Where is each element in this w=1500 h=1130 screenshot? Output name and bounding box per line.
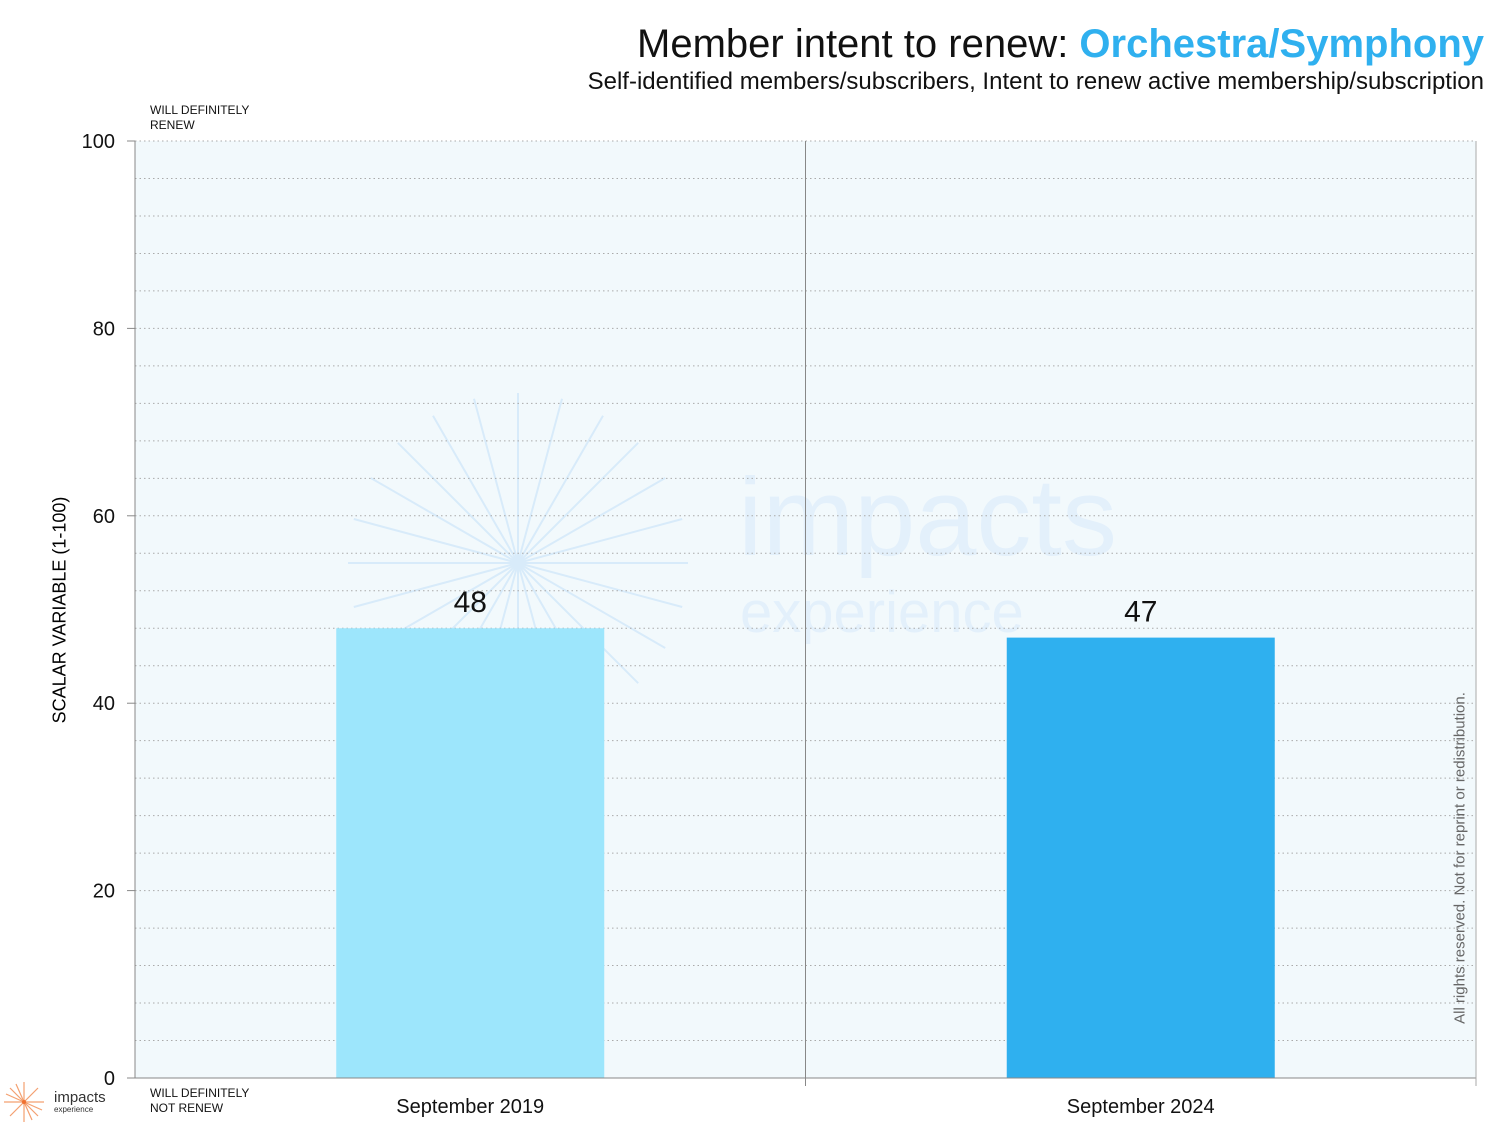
x-tick-label: September 2024 <box>1067 1096 1215 1118</box>
data-label: 48 <box>454 586 487 619</box>
svg-text:experience: experience <box>54 1105 94 1114</box>
bar <box>1006 637 1275 1078</box>
data-label: 47 <box>1124 596 1157 629</box>
top-anchor-label: WILL DEFINITELY RENEW <box>150 103 250 132</box>
y-tick-label: 80 <box>93 318 115 340</box>
impacts-logo: impacts experience <box>2 1080 122 1130</box>
watermark-subtext: experience <box>740 580 1024 645</box>
chart-title: Member intent to renew: Orchestra/Sympho… <box>637 22 1484 66</box>
y-tick-label: 20 <box>93 881 115 903</box>
x-tick-label: September 2019 <box>396 1096 544 1118</box>
y-tick-label: 0 <box>104 1068 115 1090</box>
watermark-text: impacts <box>738 456 1117 579</box>
rights-notice: All rights reserved. Not for reprint or … <box>1451 692 1469 1024</box>
y-tick-label: 100 <box>82 131 115 153</box>
svg-text:impacts: impacts <box>54 1089 106 1106</box>
y-tick-label: 40 <box>93 693 115 715</box>
bar <box>336 628 605 1078</box>
bottom-anchor-label: WILL DEFINITELY NOT RENEW <box>150 1086 250 1115</box>
y-tick-label: 60 <box>93 506 115 528</box>
chart-subtitle: Self-identified members/subscribers, Int… <box>587 68 1484 95</box>
y-axis-label: SCALAR VARIABLE (1-100) <box>49 496 70 724</box>
